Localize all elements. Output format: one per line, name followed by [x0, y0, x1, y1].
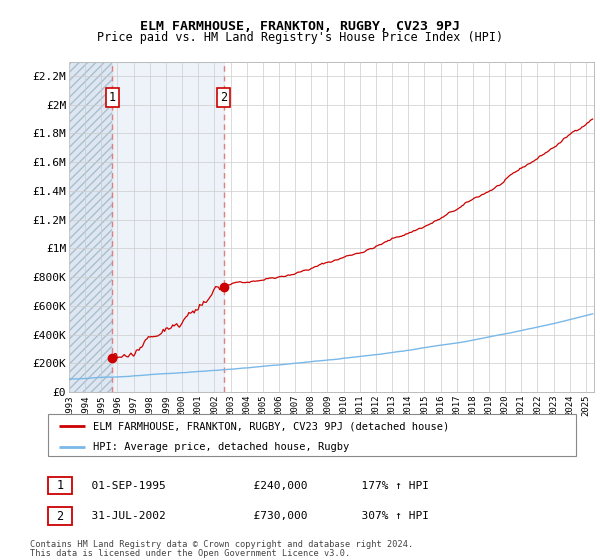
- Text: 1: 1: [56, 479, 64, 492]
- Text: 2: 2: [56, 510, 64, 523]
- Text: 31-JUL-2002             £730,000        307% ↑ HPI: 31-JUL-2002 £730,000 307% ↑ HPI: [78, 511, 429, 521]
- Bar: [112, 62, 224, 392]
- Text: ELM FARMHOUSE, FRANKTON, RUGBY, CV23 9PJ: ELM FARMHOUSE, FRANKTON, RUGBY, CV23 9PJ: [140, 20, 460, 32]
- Text: 1: 1: [109, 91, 116, 104]
- FancyBboxPatch shape: [48, 477, 72, 494]
- Text: Price paid vs. HM Land Registry's House Price Index (HPI): Price paid vs. HM Land Registry's House …: [97, 31, 503, 44]
- FancyBboxPatch shape: [48, 507, 72, 525]
- Bar: [69, 62, 112, 392]
- FancyBboxPatch shape: [48, 414, 576, 456]
- Text: 2: 2: [220, 91, 227, 104]
- Bar: [69, 62, 112, 392]
- Text: This data is licensed under the Open Government Licence v3.0.: This data is licensed under the Open Gov…: [30, 549, 350, 558]
- Text: 01-SEP-1995             £240,000        177% ↑ HPI: 01-SEP-1995 £240,000 177% ↑ HPI: [78, 480, 429, 491]
- Text: Contains HM Land Registry data © Crown copyright and database right 2024.: Contains HM Land Registry data © Crown c…: [30, 540, 413, 549]
- Text: HPI: Average price, detached house, Rugby: HPI: Average price, detached house, Rugb…: [93, 442, 349, 452]
- Text: ELM FARMHOUSE, FRANKTON, RUGBY, CV23 9PJ (detached house): ELM FARMHOUSE, FRANKTON, RUGBY, CV23 9PJ…: [93, 421, 449, 431]
